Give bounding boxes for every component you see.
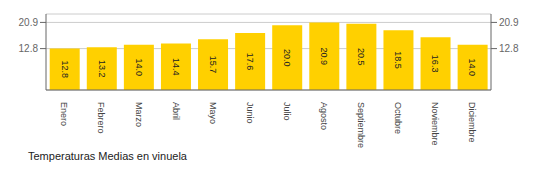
svg-text:Abril: Abril <box>171 102 181 120</box>
svg-text:20.0: 20.0 <box>282 49 292 67</box>
svg-text:20.5: 20.5 <box>356 48 366 66</box>
svg-text:14.0: 14.0 <box>467 59 477 77</box>
svg-text:Marzo: Marzo <box>134 102 144 127</box>
svg-text:Noviembre: Noviembre <box>430 102 440 146</box>
svg-text:Agosto: Agosto <box>319 102 329 130</box>
svg-text:Junio: Junio <box>245 102 255 124</box>
svg-text:Mayo: Mayo <box>208 102 218 124</box>
svg-text:20.9: 20.9 <box>319 47 329 65</box>
svg-text:12.8: 12.8 <box>499 43 519 54</box>
svg-text:20.9: 20.9 <box>19 17 39 28</box>
svg-text:16.3: 16.3 <box>430 55 440 73</box>
svg-text:Septiembre: Septiembre <box>356 102 366 148</box>
svg-text:Diciembre: Diciembre <box>467 102 477 143</box>
svg-text:20.9: 20.9 <box>499 17 519 28</box>
svg-text:17.6: 17.6 <box>245 53 255 71</box>
svg-text:12.8: 12.8 <box>19 43 39 54</box>
svg-text:12.8: 12.8 <box>60 61 70 79</box>
svg-text:Febrero: Febrero <box>96 102 106 134</box>
html-text:Temperaturas Medias en vinuela: Temperaturas Medias en vinuela <box>28 150 187 162</box>
svg-text:15.7: 15.7 <box>208 56 218 74</box>
svg-text:18.5: 18.5 <box>393 51 403 69</box>
svg-text:14.4: 14.4 <box>171 58 181 76</box>
svg-text:Julio: Julio <box>282 102 292 121</box>
svg-text:13.2: 13.2 <box>97 60 107 78</box>
svg-text:Octubre: Octubre <box>393 102 403 134</box>
svg-text:Enero: Enero <box>59 102 69 126</box>
svg-text:14.0: 14.0 <box>134 59 144 77</box>
